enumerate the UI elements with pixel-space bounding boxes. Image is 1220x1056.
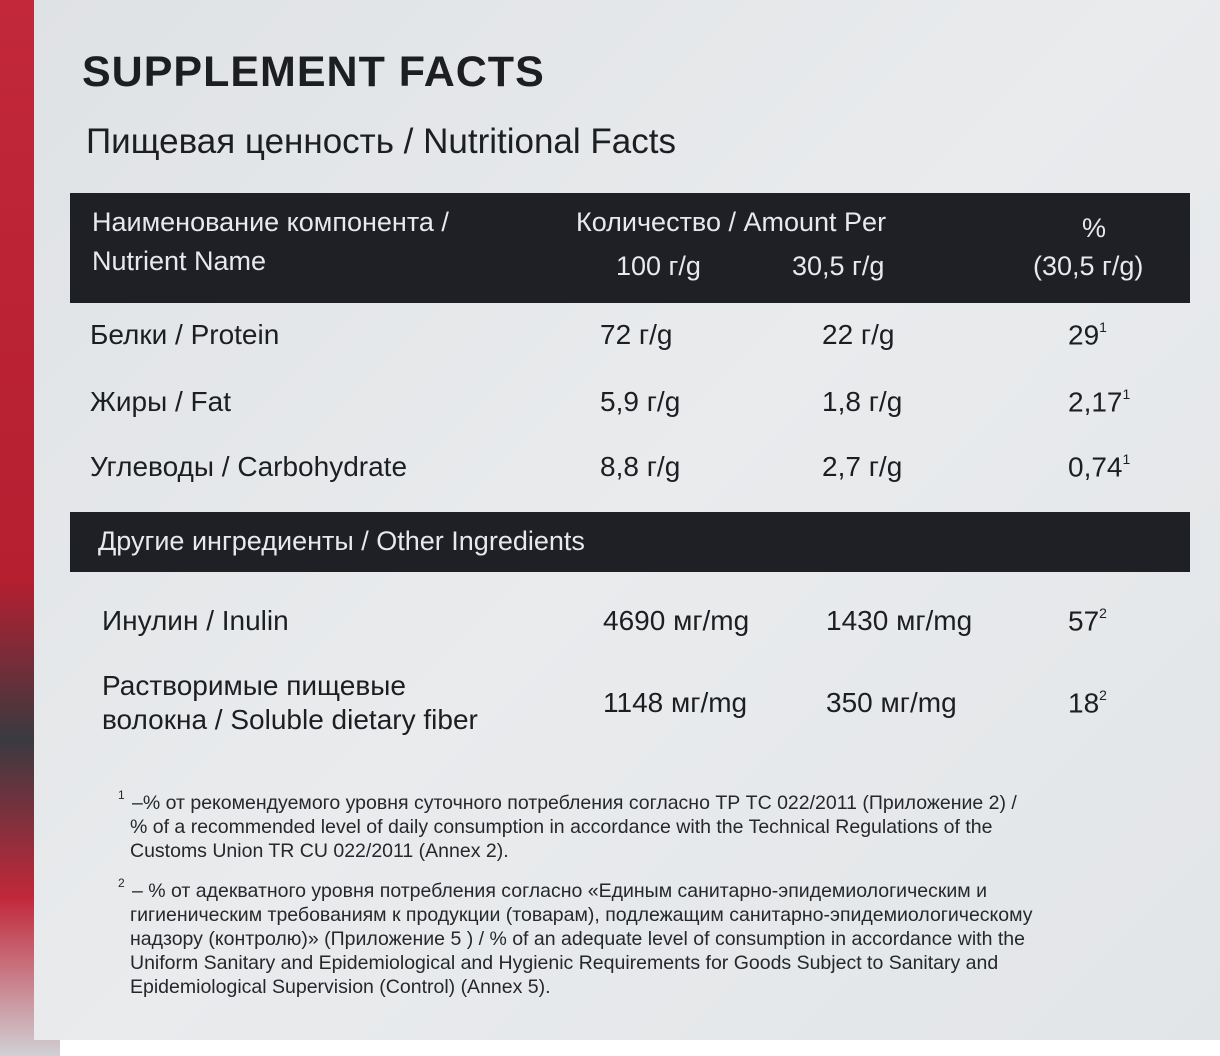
header-percent: % bbox=[1082, 213, 1107, 243]
amount-serving: 1,8 г/g bbox=[822, 386, 903, 417]
footnote-ref: 2 bbox=[1099, 687, 1107, 703]
percent-value: 18 bbox=[1068, 687, 1100, 719]
header-amount: Количество / Amount Per bbox=[576, 207, 887, 237]
amount-100g: 5,9 г/g bbox=[600, 386, 681, 417]
amount-100g: 1148 мг/mg bbox=[603, 687, 748, 718]
nutrient-name: Белки / Protein bbox=[90, 319, 280, 350]
percent-value: 2,17 bbox=[1068, 386, 1123, 418]
amount-serving: 1430 мг/mg bbox=[826, 605, 973, 636]
header-name-line: Nutrient Name bbox=[92, 246, 267, 276]
footnote-ref: 1 bbox=[1122, 451, 1131, 467]
footnote-line: Uniform Sanitary and Epidemiological and… bbox=[130, 952, 999, 974]
header-percent: (30,5 г/g) bbox=[1033, 251, 1144, 281]
percent-daily: 2,171 bbox=[1068, 386, 1130, 419]
amount-100g: 72 г/g bbox=[600, 319, 673, 350]
header-col: 30,5 г/g bbox=[792, 251, 885, 281]
header-name-line: Наименование компонента / bbox=[92, 207, 449, 237]
percent-daily: 0,741 bbox=[1068, 451, 1130, 484]
footnote-line: % of a recommended level of daily consum… bbox=[130, 816, 993, 838]
percent-value: 29 bbox=[1068, 319, 1100, 351]
nutrient-name: Углеводы / Carbohydrate bbox=[90, 451, 408, 482]
title: SUPPLEMENT FACTS bbox=[82, 48, 545, 96]
percent-value: 57 bbox=[1068, 605, 1100, 637]
nutrient-name: волокна / Soluble dietary fiber bbox=[102, 704, 478, 735]
amount-100g: 8,8 г/g bbox=[600, 451, 681, 482]
section-title: Другие ингредиенты / Other Ingredients bbox=[98, 526, 585, 556]
nutrient-name: Жиры / Fat bbox=[90, 386, 231, 417]
footnote-ref: 1 bbox=[1099, 319, 1107, 335]
amount-serving: 22 г/g bbox=[822, 319, 895, 350]
percent-value: 0,74 bbox=[1068, 451, 1123, 483]
header-col: 100 г/g bbox=[616, 251, 701, 281]
footnote-ref: 2 bbox=[1099, 605, 1107, 621]
footnote-ref: 1 bbox=[1122, 386, 1131, 402]
percent-daily: 291 bbox=[1068, 319, 1107, 352]
footnote-line: надзору (контролю)» (Приложение 5 ) / % … bbox=[130, 928, 1025, 950]
amount-100g: 4690 мг/mg bbox=[603, 605, 750, 636]
amount-serving: 2,7 г/g bbox=[822, 451, 903, 482]
amount-serving: 350 мг/mg bbox=[826, 687, 957, 718]
nutrient-name: Инулин / Inulin bbox=[102, 605, 289, 636]
section-header: Другие ингредиенты / Other Ingredients bbox=[70, 512, 1190, 572]
footnote-line: –% от рекомендуемого уровня суточного по… bbox=[132, 792, 1017, 814]
table-header: Наименование компонента / Nutrient Name … bbox=[70, 193, 1190, 303]
footnote-marker: 2 bbox=[118, 876, 125, 890]
subtitle: Пищевая ценность / Nutritional Facts bbox=[86, 122, 676, 161]
footnote-marker: 1 bbox=[118, 788, 125, 802]
footnote-line: Customs Union TR CU 022/2011 (Annex 2). bbox=[130, 840, 509, 862]
percent-daily: 182 bbox=[1068, 687, 1107, 720]
percent-daily: 572 bbox=[1068, 605, 1107, 638]
footnote-line: гигиеническим требованиям к продукции (т… bbox=[130, 904, 1033, 926]
footnote-line: – % от адекватного уровня потребления со… bbox=[132, 880, 987, 902]
footnote-line: Epidemiological Supervision (Control) (A… bbox=[130, 976, 551, 998]
nutrient-name: Растворимые пищевые bbox=[102, 670, 406, 701]
